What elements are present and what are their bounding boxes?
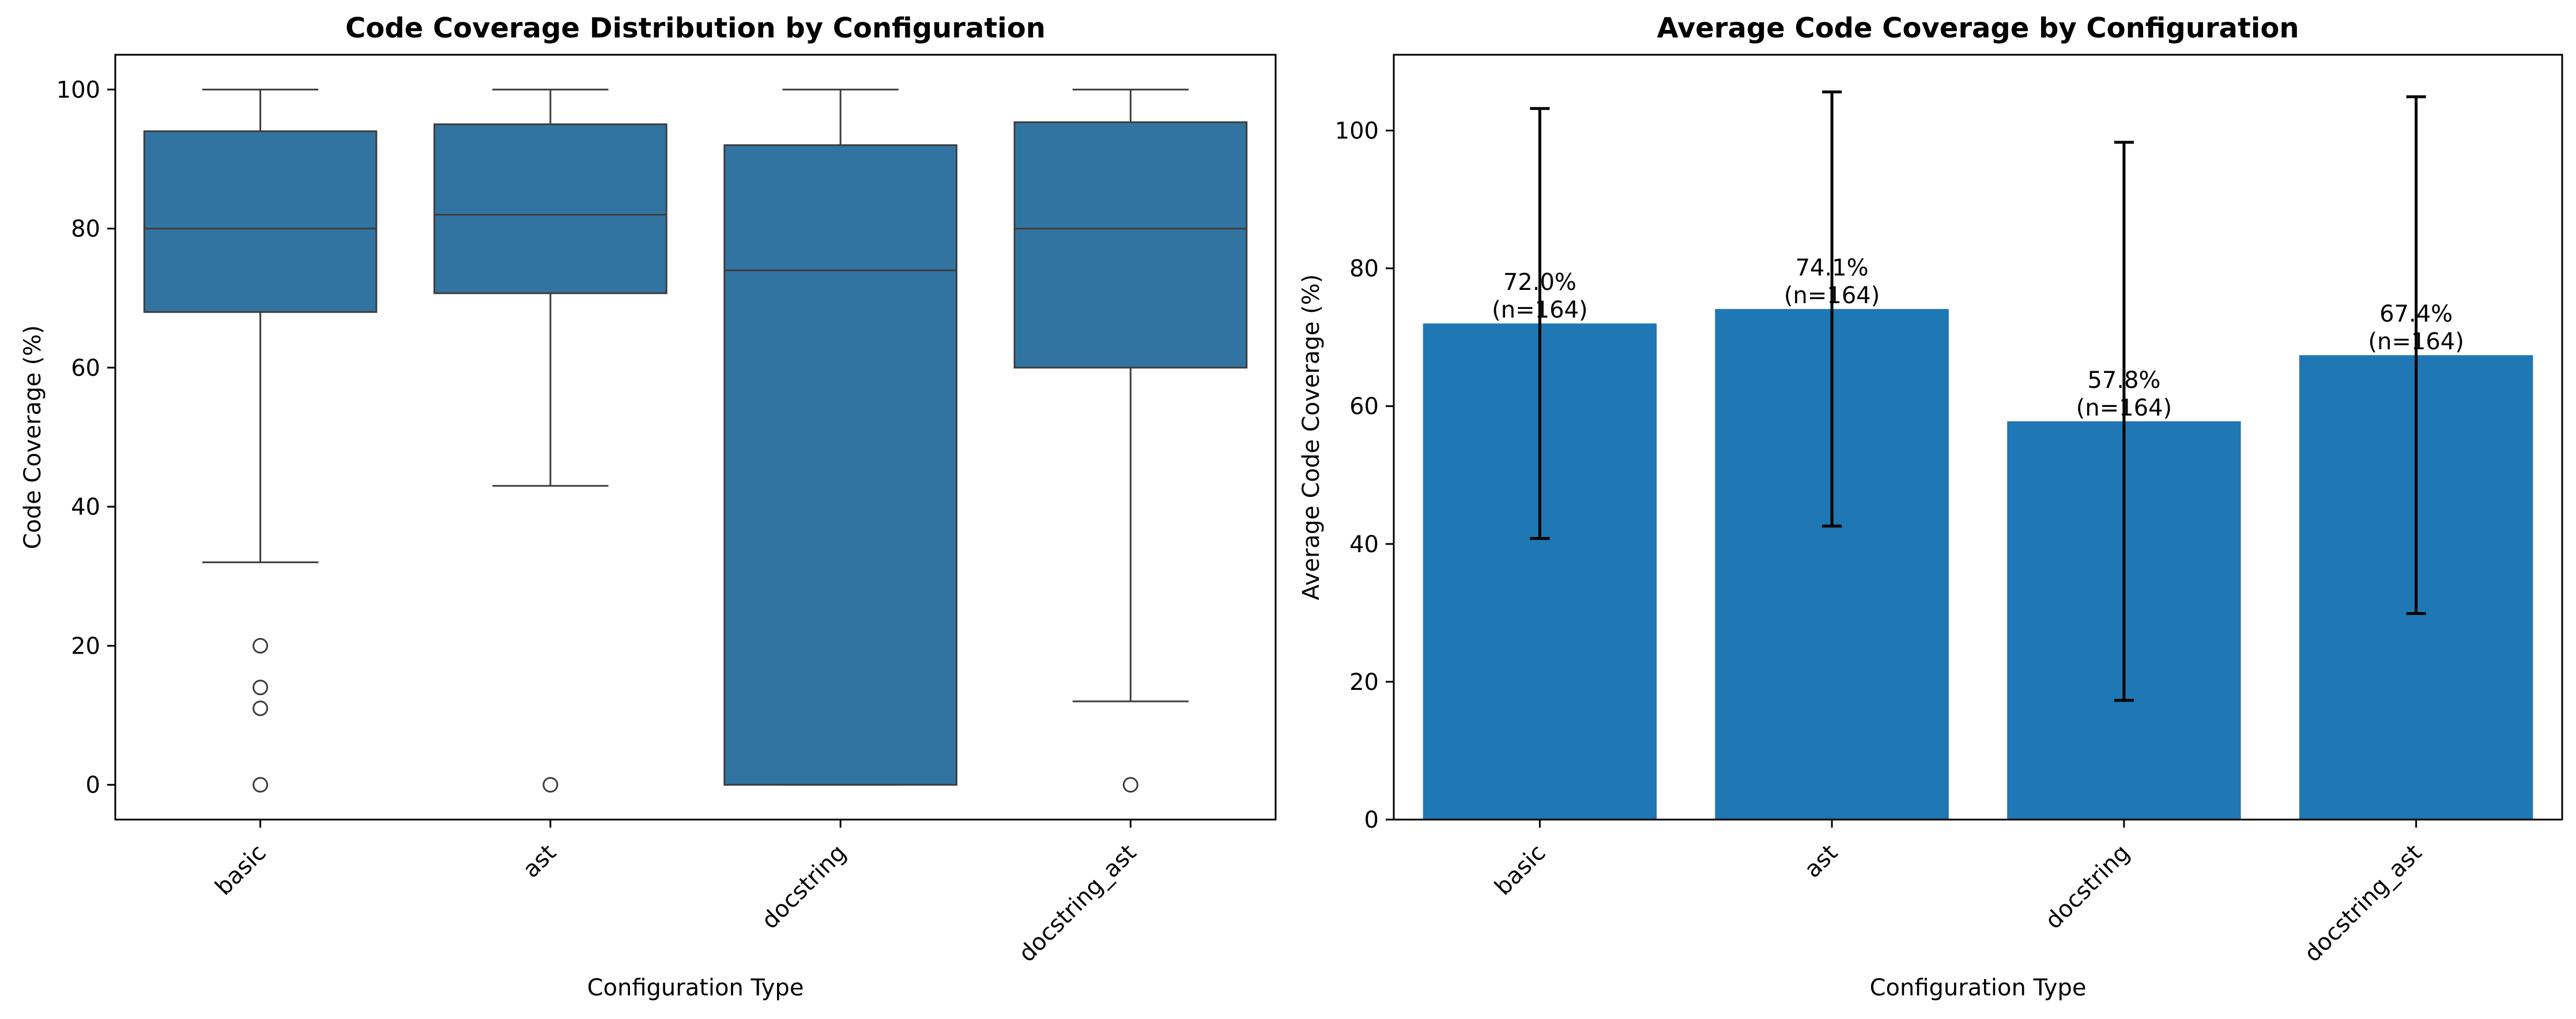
box-docstring [723, 88, 957, 786]
y-tick-label: 60 [1349, 394, 1379, 420]
bar-value-label: 72.0% (n=164) [1492, 269, 1587, 323]
outlier-point [252, 777, 269, 793]
chart-title: Code Coverage Distribution by Configurat… [345, 12, 1046, 44]
y-tick-label: 60 [71, 355, 100, 382]
y-tick-label: 20 [1349, 669, 1379, 696]
chart-title: Average Code Coverage by Configuration [1657, 12, 2299, 44]
bar-group-basic: 72.0% (n=164) [1423, 107, 1657, 820]
y-axis-label: Average Code Coverage (%) [1298, 274, 1325, 601]
y-tick-label: 0 [86, 772, 100, 799]
x-tick-label-docstring: docstring [757, 840, 852, 935]
x-tick-label-docstring-ast: docstring_ast [2299, 840, 2427, 968]
y-tick-label: 100 [1335, 118, 1379, 145]
bar-group-ast: 74.1% (n=164) [1715, 90, 1949, 820]
outlier-point [252, 680, 269, 696]
outlier-point [542, 777, 559, 793]
x-tick-label-docstring: docstring [2040, 840, 2135, 935]
bar-value-label: 74.1% (n=164) [1784, 255, 1880, 309]
y-tick-label: 80 [1349, 256, 1379, 282]
y-axis-label: Code Coverage (%) [20, 325, 46, 549]
x-tick-label-basic: basic [1489, 840, 1551, 901]
x-tick-label-ast: ast [518, 840, 561, 884]
box-body [723, 144, 957, 786]
y-tick-label: 100 [56, 77, 100, 103]
y-tick-label: 40 [71, 494, 100, 520]
y-tick-label: 20 [71, 633, 100, 659]
box-plot-panel: Code Coverage Distribution by Configurat… [20, 12, 1277, 1001]
plot-frame [114, 54, 1277, 821]
outlier-point [252, 637, 269, 654]
box-ast [433, 88, 667, 793]
y-tick-label: 0 [1364, 807, 1379, 833]
bar-group-docstring: 57.8% (n=164) [2007, 141, 2241, 820]
plot-frame [1393, 54, 2563, 821]
box-body [143, 130, 378, 313]
x-axis-label: Configuration Type [1870, 975, 2087, 1001]
bar-value-label: 57.8% (n=164) [2076, 367, 2172, 421]
x-tick-label-docstring-ast: docstring_ast [1014, 840, 1142, 968]
x-tick-label-ast: ast [1800, 840, 1843, 884]
bar-value-label: 67.4% (n=164) [2368, 301, 2464, 355]
box-basic [143, 88, 378, 793]
bar-group-docstring-ast: 67.4% (n=164) [2299, 95, 2533, 820]
outlier-point [1122, 777, 1138, 793]
box-docstring-ast [1013, 88, 1248, 793]
outlier-point [252, 700, 269, 716]
box-body [433, 123, 667, 295]
box-body [1013, 121, 1248, 369]
y-tick-label: 80 [71, 216, 100, 243]
bar-chart-panel: Average Code Coverage by Configuration 0 2… [1298, 12, 2563, 1001]
y-tick-label: 40 [1349, 531, 1379, 558]
x-axis-label: Configuration Type [587, 975, 804, 1001]
x-tick-label-basic: basic [210, 840, 271, 901]
